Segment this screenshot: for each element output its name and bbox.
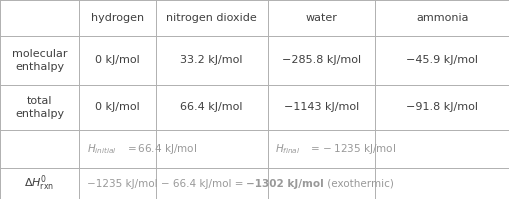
Text: (exothermic): (exothermic) <box>324 179 393 189</box>
Text: molecular
enthalpy: molecular enthalpy <box>12 49 67 72</box>
Text: $H_{\mathit{initial}}$: $H_{\mathit{initial}}$ <box>87 142 116 156</box>
Text: −1235 kJ/mol − 66.4 kJ/mol =: −1235 kJ/mol − 66.4 kJ/mol = <box>87 179 246 189</box>
Text: total
enthalpy: total enthalpy <box>15 96 64 119</box>
Text: −285.8 kJ/mol: −285.8 kJ/mol <box>281 55 360 65</box>
Text: 0 kJ/mol: 0 kJ/mol <box>95 55 139 65</box>
Text: −1143 kJ/mol: −1143 kJ/mol <box>283 102 358 112</box>
Text: water: water <box>305 13 336 23</box>
Text: $H_{\mathit{final}}$: $H_{\mathit{final}}$ <box>275 142 300 156</box>
Text: −45.9 kJ/mol: −45.9 kJ/mol <box>406 55 477 65</box>
Text: −1302 kJ/mol: −1302 kJ/mol <box>246 179 324 189</box>
Text: 66.4 kJ/mol: 66.4 kJ/mol <box>180 102 242 112</box>
Text: $\Delta H^0_{\mathrm{rxn}}$: $\Delta H^0_{\mathrm{rxn}}$ <box>24 174 54 193</box>
Text: 0 kJ/mol: 0 kJ/mol <box>95 102 139 112</box>
Text: $= -1235\ \mathrm{kJ/mol}$: $= -1235\ \mathrm{kJ/mol}$ <box>307 142 395 156</box>
Text: 33.2 kJ/mol: 33.2 kJ/mol <box>180 55 242 65</box>
Text: hydrogen: hydrogen <box>91 13 144 23</box>
Text: ammonia: ammonia <box>415 13 468 23</box>
Text: nitrogen dioxide: nitrogen dioxide <box>166 13 257 23</box>
Text: $= 66.4\ \mathrm{kJ/mol}$: $= 66.4\ \mathrm{kJ/mol}$ <box>125 142 197 156</box>
Text: −91.8 kJ/mol: −91.8 kJ/mol <box>406 102 477 112</box>
